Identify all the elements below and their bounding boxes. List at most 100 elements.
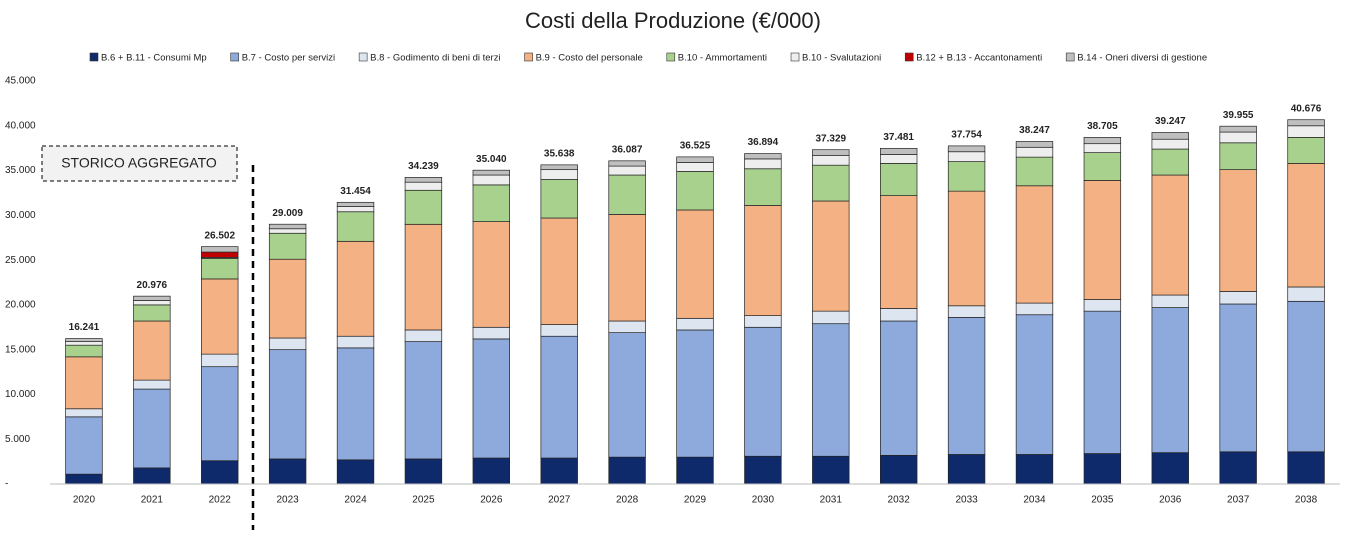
bar-segment [1083, 180, 1122, 300]
total-label: 31.454 [340, 186, 371, 197]
total-label: 37.754 [951, 130, 982, 141]
bar-segment [880, 195, 918, 309]
legend-swatch [230, 52, 239, 62]
bar-segment [1015, 141, 1054, 148]
bar-segment [676, 317, 714, 331]
y-tick-label: 20.000 [5, 300, 36, 311]
bar-segment [1151, 294, 1189, 308]
bar-segment [880, 320, 918, 456]
y-tick-label: - [5, 479, 8, 490]
bar-segment [404, 181, 443, 191]
bar-segment [608, 332, 646, 458]
bar-segment [133, 320, 171, 381]
x-tick-label: 2028 [616, 495, 639, 506]
bar-segment [1083, 143, 1122, 153]
bar-segment [1219, 169, 1257, 292]
bar-segment [947, 151, 986, 162]
bar-segment [1083, 137, 1122, 145]
x-tick-label: 2025 [412, 495, 435, 506]
bar-segment [133, 467, 171, 485]
bar-segment [472, 174, 510, 186]
total-label: 16.241 [69, 322, 100, 333]
bar-segment [472, 457, 510, 485]
bar-segment [133, 300, 171, 306]
total-label: 34.239 [408, 161, 439, 172]
total-label: 37.329 [815, 133, 846, 144]
bar-segment [1219, 291, 1257, 305]
total-label: 38.705 [1087, 121, 1118, 132]
total-label: 39.955 [1223, 110, 1254, 121]
x-tick-label: 2032 [888, 495, 911, 506]
bar-segment [1219, 125, 1257, 133]
bar-segment [404, 177, 443, 183]
bar-segment [947, 305, 986, 318]
bar-segment [947, 190, 986, 307]
y-tick-label: 10.000 [5, 389, 36, 400]
total-label: 38.247 [1019, 125, 1050, 136]
bar-segment [1151, 307, 1189, 454]
bar-segment [744, 168, 782, 206]
legend-swatch [89, 52, 99, 62]
legend-label: B.6 + B.11 - Consumi Mp [101, 53, 207, 64]
x-tick-label: 2022 [209, 495, 232, 506]
bar-segment [1015, 314, 1054, 455]
bar-segment [268, 458, 307, 485]
bar-segment [65, 408, 103, 418]
x-tick-label: 2023 [277, 495, 300, 506]
bar-segment [336, 201, 375, 207]
legend-swatch [358, 52, 368, 62]
bar-segment [1287, 163, 1325, 288]
bar-segment [404, 223, 443, 331]
bar-segment [472, 338, 510, 459]
y-tick-label: 15.000 [5, 344, 36, 355]
bar-segment [880, 454, 918, 485]
total-label: 36.087 [612, 144, 643, 155]
bar-segment [336, 347, 375, 461]
annotation: STORICO AGGREGATO [61, 155, 217, 171]
bar-segment [540, 179, 578, 219]
bar-segment [1083, 299, 1122, 312]
x-tick-label: 2027 [548, 495, 571, 506]
legend-swatch [904, 52, 914, 62]
total-label: 29.009 [272, 208, 303, 219]
bar-segment [1015, 156, 1054, 187]
bar-segment [540, 164, 578, 171]
bar-segment [201, 366, 239, 462]
bar-segment [1151, 132, 1189, 140]
x-tick-label: 2031 [820, 495, 843, 506]
legend-swatch [524, 52, 533, 62]
x-tick-label: 2029 [684, 495, 707, 506]
bar-segment [540, 457, 578, 485]
total-label: 26.502 [204, 230, 235, 241]
y-tick-label: 40.000 [5, 120, 36, 131]
bar-segment [472, 221, 510, 328]
bar-segment [676, 456, 714, 485]
bar-segment [744, 153, 782, 160]
bar-segment [812, 323, 850, 457]
bar-segment [336, 206, 375, 213]
bar-segment [812, 310, 850, 325]
bar-segment [676, 156, 714, 163]
total-label: 36.894 [748, 137, 779, 148]
total-label: 39.247 [1155, 116, 1186, 127]
bar-segment [133, 295, 171, 301]
bar-segment [268, 337, 307, 351]
bar-segment [1219, 131, 1257, 144]
x-tick-label: 2038 [1295, 495, 1318, 506]
bar-segment [540, 217, 578, 325]
x-tick-label: 2024 [344, 495, 367, 506]
bar-segment [1151, 452, 1189, 485]
bar-segment [1015, 302, 1054, 316]
bar-segment [472, 326, 510, 340]
bar-segment [812, 455, 850, 485]
bar-segment [201, 246, 239, 253]
bar-segment [336, 335, 375, 349]
bar-segment [133, 379, 171, 390]
y-tick-label: 25.000 [5, 255, 36, 266]
bar-segment [404, 189, 443, 225]
bar-segment [268, 228, 307, 234]
bar-segment [744, 315, 782, 328]
bar-segment [268, 258, 307, 339]
bar-segment [1151, 174, 1189, 296]
bar-segment [1287, 137, 1325, 164]
